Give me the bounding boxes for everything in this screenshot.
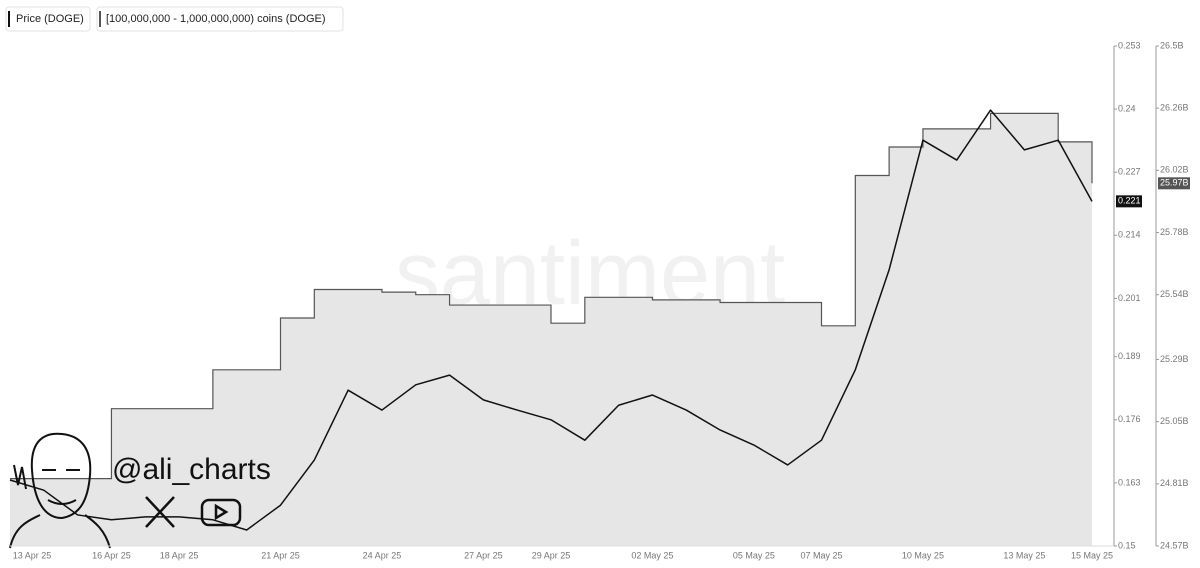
y-tick-label: 0.201 [1118,293,1141,303]
y-tick-label: 0.24 [1118,103,1136,113]
x-tick-label: 18 Apr 25 [160,550,199,560]
x-tick-label: 29 Apr 25 [532,550,571,560]
legend-swatch [99,11,101,27]
legend-label[interactable]: [100,000,000 - 1,000,000,000) coins (DOG… [106,13,326,25]
y2-tick-label: 26.02B [1160,165,1189,175]
y-tick-label: 0.253 [1118,40,1141,50]
holdings-area [10,113,1092,546]
current-value-label: 0.221 [1118,196,1141,206]
y-tick-label: 0.176 [1118,414,1141,424]
legend-box[interactable] [5,6,91,32]
plot-area [9,109,1093,546]
y-tick-label: 0.214 [1118,230,1141,240]
x-tick-label: 15 May 25 [1071,550,1113,560]
social-icons [145,496,242,528]
y2-tick-label: 25.78B [1160,227,1189,237]
x-tick-label: 05 May 25 [733,550,775,560]
y2-tick-label: 25.54B [1160,289,1189,299]
x-tick-label: 10 May 25 [902,550,944,560]
avatar [9,432,111,549]
current-value-badge [1116,195,1142,208]
y2-tick-label: 24.81B [1160,478,1189,488]
price-line [9,109,1093,531]
y2-tick-label: 24.57B [1160,540,1189,550]
current-value-label: 25.97B [1160,178,1189,188]
y2-tick-label: 25.29B [1160,354,1189,364]
x-tick-label: 21 Apr 25 [261,550,300,560]
y2-tick-label: 26.26B [1160,103,1189,113]
x-tick-label: 27 Apr 25 [464,550,503,560]
x-tick-label: 07 May 25 [800,550,842,560]
legend-label[interactable]: Price (DOGE) [16,13,84,25]
y-tick-label: 0.227 [1118,167,1141,177]
current-value-badge [1158,177,1190,190]
y-tick-label: 0.189 [1118,351,1141,361]
y2-tick-label: 25.05B [1160,416,1189,426]
x-tick-label: 16 Apr 25 [92,550,131,560]
x-tick-label: 02 May 25 [631,550,673,560]
x-tick-label: 13 Apr 25 [13,550,52,560]
holdings-line [10,112,1093,480]
y-tick-label: 0.15 [1118,540,1136,550]
y-tick-label: 0.163 [1118,477,1141,487]
legend-swatch [8,11,10,27]
legend-box[interactable] [96,6,344,32]
y2-tick-label: 26.5B [1160,40,1184,50]
x-tick-label: 24 Apr 25 [363,550,402,560]
x-tick-label: 13 May 25 [1003,550,1045,560]
handle: @ali_charts [112,453,271,486]
